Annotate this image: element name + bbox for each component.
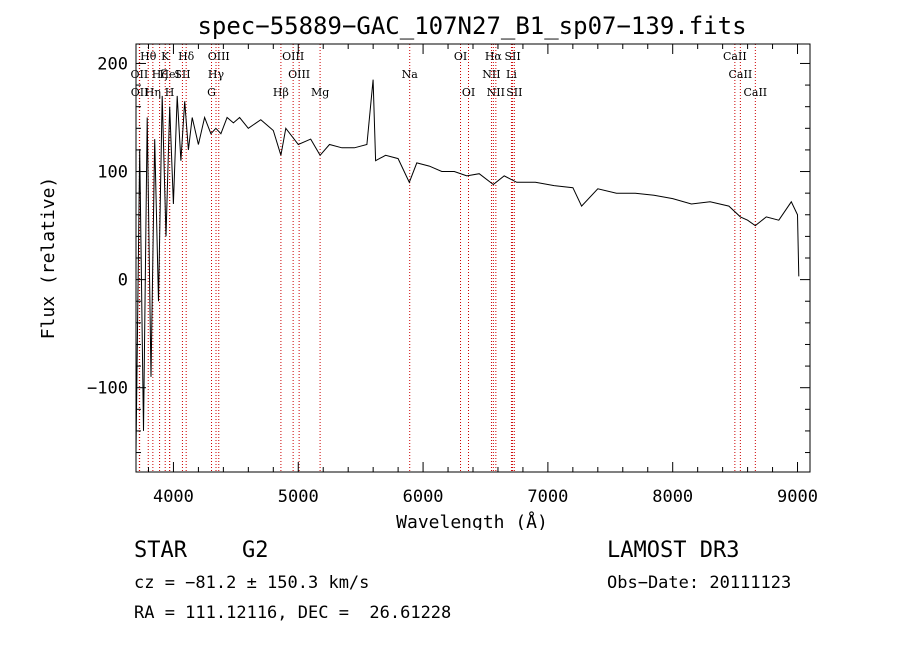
object-subclass: G2 [242, 538, 269, 563]
line-label: H [165, 86, 175, 99]
redshift-velocity: cz = −81.2 ± 150.3 km/s [134, 573, 370, 593]
x-tick-label: 4000 [153, 487, 194, 507]
line-label: OIII [288, 68, 310, 81]
line-label: Na [402, 68, 419, 81]
line-label: OI [462, 86, 475, 99]
spectrum-chart: spec−55889−GAC_107N27_B1_sp07−139.fits 4… [38, 12, 818, 530]
y-tick-label: 100 [97, 163, 128, 183]
x-tick-label: 9000 [777, 487, 818, 507]
line-label: Hζ [152, 68, 168, 81]
axis-ticks [136, 44, 810, 472]
line-label: Hη [145, 86, 161, 99]
line-label: CaII [723, 50, 747, 63]
line-label: Hβ [273, 86, 289, 99]
x-axis-label: Wavelength (Å) [396, 511, 548, 530]
line-label: NII [487, 86, 505, 99]
y-tick-label: 0 [118, 271, 128, 291]
x-tick-label: 6000 [403, 487, 444, 507]
line-label: SII [174, 68, 190, 81]
line-label: OIII [208, 50, 230, 63]
line-label: CaII [743, 86, 767, 99]
line-label: Hθ [140, 50, 157, 63]
axis-tick-labels: 4000 5000 6000 7000 8000 9000 −100 0 100 200 [87, 54, 818, 507]
chart-title: spec−55889−GAC_107N27_B1_sp07−139.fits [197, 12, 746, 40]
line-label: G [207, 86, 216, 99]
y-tick-label: 200 [97, 54, 128, 74]
line-label: OIII [282, 50, 304, 63]
line-label: K [161, 50, 170, 63]
line-label: CaII [729, 68, 753, 81]
line-label: Li [506, 68, 517, 81]
ra-dec-coordinates: RA = 111.12116, DEC = 26.61228 [134, 603, 452, 623]
survey-name: LAMOST DR3 [607, 538, 740, 563]
line-label: Mg [311, 86, 329, 99]
y-tick-label: −100 [87, 379, 128, 399]
line-label: HeI [159, 68, 179, 81]
line-label: Hα [485, 50, 503, 63]
line-label: SII [504, 50, 520, 63]
spectrum-line [135, 79, 800, 453]
line-label: SII [506, 86, 522, 99]
line-label: Hδ [178, 50, 195, 63]
line-label: NII [482, 68, 500, 81]
line-marker-layer [138, 44, 756, 472]
line-label: Hγ [208, 68, 225, 81]
line-label: OII [131, 68, 149, 81]
plot-frame [135, 43, 811, 473]
line-label: OII [131, 86, 149, 99]
x-tick-label: 7000 [527, 487, 568, 507]
object-class: STAR [134, 538, 187, 563]
x-tick-label: 8000 [652, 487, 693, 507]
x-tick-label: 5000 [278, 487, 319, 507]
y-axis-label: Flux (relative) [38, 177, 59, 340]
observation-date: Obs−Date: 20111123 [607, 573, 792, 593]
line-label: OI [454, 50, 467, 63]
